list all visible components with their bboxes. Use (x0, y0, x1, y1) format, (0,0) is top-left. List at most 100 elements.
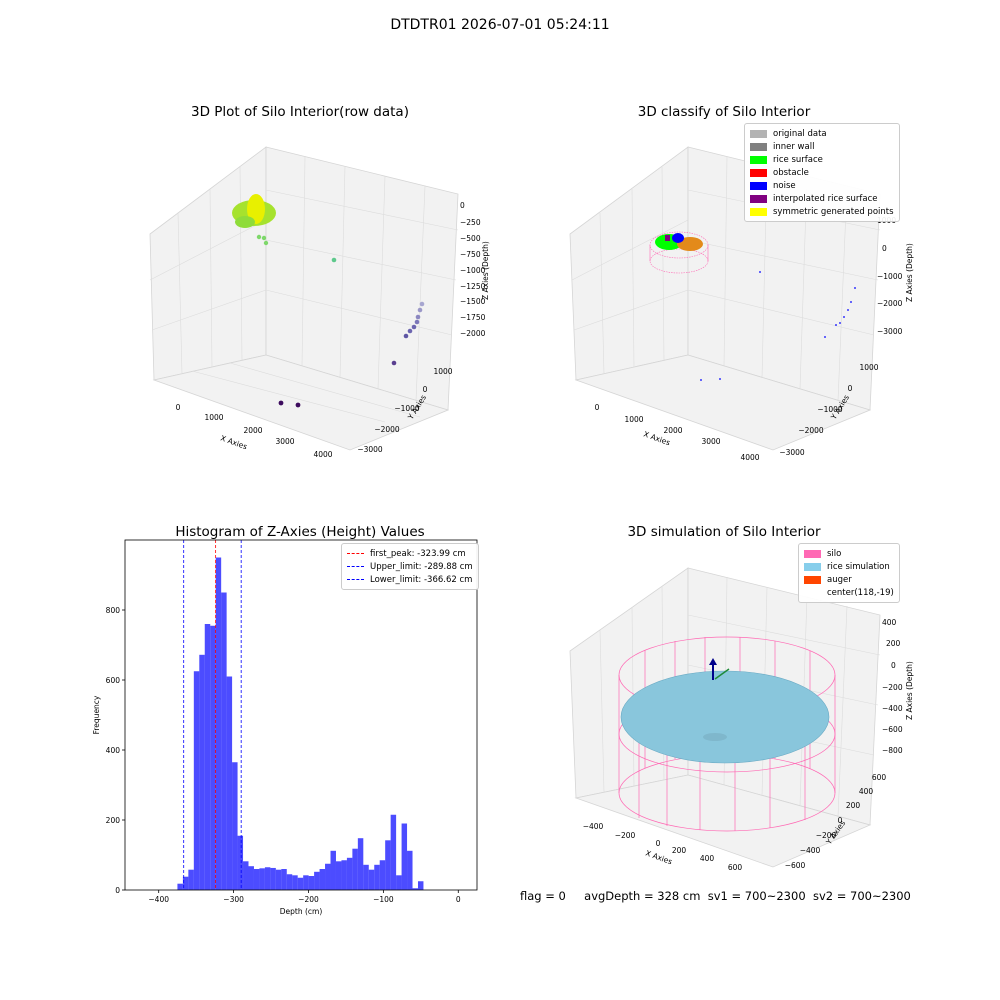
simulation-y-ticks: 600 400 200 0 −200 −400 −600 (785, 773, 887, 870)
histogram-bar (363, 864, 369, 890)
histogram-bar (253, 869, 260, 890)
legend-item-original-data: original data (750, 127, 894, 140)
status-flag: flag = 0 (520, 889, 566, 903)
svg-text:−2000: −2000 (460, 329, 486, 338)
histogram-bar (259, 868, 265, 890)
svg-text:−3000: −3000 (877, 327, 903, 336)
legend-dash (347, 553, 364, 554)
histogram-bar (385, 840, 391, 890)
raw-x-label: X Axies (219, 433, 248, 451)
svg-text:−200: −200 (882, 683, 903, 692)
classify-x-ticks: 0 1000 2000 3000 4000 (595, 403, 760, 462)
histogram-bar (379, 860, 386, 890)
simulation-z-ticks: 400 200 0 −200 −400 −600 −800 (882, 618, 903, 755)
auger-marker (714, 668, 730, 680)
svg-text:−1000: −1000 (460, 266, 486, 275)
histogram-y-tick-label: 0 (115, 886, 120, 895)
histogram-bar (286, 874, 293, 890)
status-sv1: sv1 = 700~2300 (707, 889, 806, 903)
histogram-bar (193, 671, 200, 890)
histogram-bar (319, 869, 326, 890)
svg-text:−400: −400 (882, 704, 903, 713)
legend-item-rice-surface: rice surface (750, 153, 894, 166)
raw-3d-axes[interactable]: 0 1000 2000 3000 4000 1000 0 −1000 −2000… (130, 130, 500, 480)
histogram-y-tick-label: 400 (106, 746, 121, 755)
svg-text:1000: 1000 (859, 363, 878, 372)
svg-text:−1000: −1000 (817, 405, 843, 414)
legend-item-noise: noise (750, 179, 894, 192)
histogram-x-tick-label: −300 (223, 895, 244, 904)
histogram-x-tick-label: −400 (148, 895, 169, 904)
svg-text:0: 0 (423, 385, 428, 394)
simulation-legend: silo rice simulation auger center(118,-1… (798, 543, 900, 603)
histogram-bar (357, 838, 364, 890)
svg-text:−400: −400 (583, 822, 604, 831)
histogram-bar (330, 850, 336, 890)
svg-text:1000: 1000 (204, 413, 223, 422)
histogram-bar (248, 866, 254, 890)
legend-item-rice-simulation: rice simulation (804, 560, 894, 573)
histogram-bar (188, 869, 194, 890)
svg-text:−1250: −1250 (460, 282, 486, 291)
histogram-bar (417, 881, 424, 890)
histogram-y-tick-label: 200 (106, 816, 121, 825)
histogram-bar (335, 861, 342, 890)
svg-text:0: 0 (891, 661, 896, 670)
histogram-bar (270, 867, 276, 890)
histogram-bar (237, 835, 244, 890)
histogram-bar (303, 875, 309, 890)
svg-text:400: 400 (700, 854, 715, 863)
simulation-x-label: X Axies (644, 848, 673, 866)
svg-text:−200: −200 (816, 831, 837, 840)
legend-item-silo: silo (804, 547, 894, 560)
histogram-chart[interactable]: −400 −300 −200 −100 0 0 200 400 600 800 Depth (c… (85, 530, 485, 920)
svg-text:−1000: −1000 (394, 404, 420, 413)
status-sv2: sv2 = 700~2300 (812, 889, 911, 903)
svg-text:400: 400 (859, 787, 874, 796)
histogram-bar (275, 869, 282, 890)
legend-dash (347, 579, 364, 580)
svg-text:−2000: −2000 (877, 299, 903, 308)
svg-text:200: 200 (886, 639, 901, 648)
svg-text:−2000: −2000 (374, 425, 400, 434)
svg-text:200: 200 (846, 801, 861, 810)
svg-text:600: 600 (872, 773, 887, 782)
svg-text:3000: 3000 (275, 437, 294, 446)
histogram-bar (243, 861, 249, 890)
histogram-bar (368, 869, 375, 890)
classify-z-ticks: 1000 0 −1000 −2000 −3000 (877, 216, 903, 336)
legend-item-obstacle: obstacle (750, 166, 894, 179)
simulation-3d-axes[interactable]: −400 −200 0 200 400 600 600 400 200 0 −2… (555, 555, 925, 885)
svg-text:−3000: −3000 (357, 445, 383, 454)
histogram-bar (226, 676, 233, 890)
svg-text:4000: 4000 (313, 450, 332, 459)
histogram-bar (182, 876, 189, 890)
legend-item-lower-limit: Lower_limit: -366.62 cm (347, 573, 473, 586)
legend-item-symmetric: symmetric generated points (750, 205, 894, 218)
svg-text:−200: −200 (615, 831, 636, 840)
histogram-bar (177, 883, 183, 890)
svg-text:0: 0 (838, 816, 843, 825)
raw-x-ticks: 0 1000 2000 3000 4000 (176, 403, 333, 459)
classify-z-label: Z Axies (Depth) (905, 243, 914, 302)
histogram-bar (210, 625, 216, 890)
histogram-x-tick-label: 0 (456, 895, 461, 904)
histogram-bar (346, 857, 353, 890)
legend-swatch (750, 129, 767, 138)
svg-text:−750: −750 (460, 250, 481, 259)
histogram-bar (325, 863, 331, 890)
svg-text:−250: −250 (460, 218, 481, 227)
figure-title: DTDTR01 2026-07-01 05:24:11 (390, 17, 610, 33)
raw-plot-title: 3D Plot of Silo Interior(row data) (191, 104, 409, 120)
legend-swatch (750, 155, 767, 164)
legend-item-interpolated: interpolated rice surface (750, 192, 894, 205)
classify-plot-title: 3D classify of Silo Interior (637, 104, 811, 120)
simulation-plot-title: 3D simulation of Silo Interior (627, 524, 821, 540)
legend-dash (347, 566, 364, 567)
histogram-bar (407, 850, 413, 890)
legend-swatch (804, 575, 821, 584)
classify-y-ticks: 1000 0 −1000 −2000 −3000 (779, 363, 878, 457)
svg-text:−800: −800 (882, 746, 903, 755)
svg-text:3000: 3000 (701, 437, 720, 446)
svg-text:0: 0 (176, 403, 181, 412)
